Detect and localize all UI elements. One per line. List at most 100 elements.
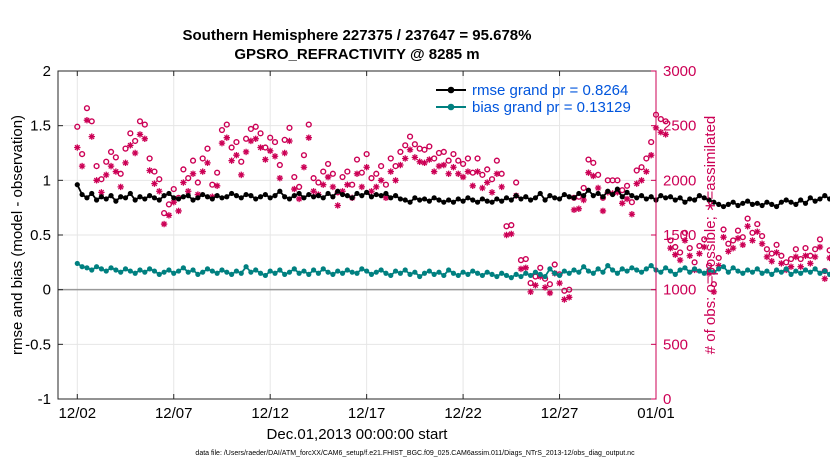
bias-point — [807, 269, 813, 275]
rmse-point — [648, 194, 654, 200]
possible-obs-marker — [677, 249, 684, 256]
bias-point — [291, 266, 297, 272]
possible-obs-marker — [710, 281, 717, 288]
possible-obs-marker — [411, 141, 418, 148]
assimilated-obs-marker — [816, 243, 824, 251]
bias-point — [209, 268, 215, 274]
assimilated-obs-marker — [758, 240, 766, 247]
bias-point — [79, 264, 85, 270]
y-tick-label-left: 1 — [43, 172, 51, 189]
rmse-point — [552, 195, 558, 201]
possible-obs-marker — [778, 252, 785, 259]
bias-point — [508, 275, 514, 281]
assimilated-obs-marker — [430, 168, 438, 175]
possible-obs-marker — [305, 121, 312, 128]
possible-obs-marker — [218, 126, 226, 134]
assimilated-obs-marker — [614, 189, 621, 196]
rmse-point — [407, 199, 413, 205]
rmse-point — [716, 201, 722, 207]
assimilated-obs-marker — [522, 264, 529, 271]
y-tick-label-right: 1500 — [663, 227, 696, 244]
assimilated-obs-marker — [450, 164, 457, 171]
possible-obs-marker — [758, 232, 766, 240]
bias-point — [98, 266, 105, 272]
bias-point — [716, 266, 722, 272]
possible-obs-marker — [402, 142, 409, 149]
rmse-point — [89, 190, 95, 197]
y-tick-label-left: 0 — [43, 282, 51, 299]
bias-point — [672, 271, 678, 277]
bias-point — [624, 268, 630, 274]
bias-point — [701, 270, 707, 276]
bias-point — [605, 263, 611, 269]
rmse-point — [537, 190, 543, 197]
possible-obs-marker — [204, 145, 211, 152]
axis-ticks: 12/02 12/07 12/12 12/17 12/22 12/27 01/01 -1 -0.… — [25, 63, 696, 422]
possible-obs-marker — [546, 281, 554, 288]
assimilated-obs-marker — [122, 159, 129, 167]
assimilated-obs-marker — [107, 162, 115, 170]
bias-point — [735, 268, 741, 274]
bias-point — [455, 272, 461, 279]
rmse-point — [745, 198, 751, 204]
assimilated-obs-marker — [440, 161, 448, 169]
x-tick-label: 12/17 — [348, 405, 386, 422]
bias-point — [518, 273, 524, 280]
bias-point — [585, 268, 592, 274]
possible-obs-marker — [749, 229, 756, 236]
possible-obs-marker — [117, 170, 124, 177]
assimilated-obs-marker — [493, 170, 501, 177]
possible-obs-marker — [238, 158, 245, 165]
rmse-point — [127, 190, 133, 197]
rmse-point — [658, 193, 664, 199]
bias-point — [682, 265, 688, 271]
possible-obs-marker — [672, 243, 679, 251]
rmse-point — [373, 191, 379, 198]
assimilated-obs-marker — [213, 182, 221, 189]
rmse-point — [624, 189, 630, 195]
possible-obs-marker — [590, 159, 597, 166]
bias-point — [484, 269, 490, 275]
rmse-point — [605, 188, 611, 194]
bias-point — [282, 271, 288, 277]
rmse-point — [600, 194, 606, 200]
assimilated-obs-marker — [416, 158, 423, 165]
rmse-point — [195, 195, 201, 201]
possible-obs-marker — [165, 201, 173, 208]
bias-point — [315, 270, 322, 276]
bias-point — [629, 265, 635, 271]
bias-point — [190, 267, 196, 273]
assimilated-obs-marker — [570, 206, 578, 214]
chart-title-line-1: Southern Hemisphere 227375 / 237647 = 95… — [182, 27, 532, 44]
bias-point — [224, 269, 230, 275]
bias-point — [503, 272, 510, 279]
bias-point — [532, 269, 539, 275]
assimilated-obs-marker — [194, 191, 202, 198]
bias-point — [412, 269, 418, 275]
rmse-point — [166, 190, 172, 197]
possible-obs-marker — [160, 210, 168, 217]
assimilated-obs-marker — [599, 207, 607, 215]
assimilated-obs-marker — [146, 167, 153, 174]
bias-point — [301, 268, 307, 274]
assimilated-obs-marker — [156, 188, 163, 195]
rmse-point — [113, 198, 119, 204]
assimilated-obs-marker — [628, 211, 636, 218]
bias-point — [364, 268, 370, 274]
assimilated-obs-marker — [826, 254, 830, 262]
possible-obs-marker — [459, 160, 467, 168]
bias-point — [571, 267, 577, 273]
rmse-point — [682, 199, 688, 205]
y-tick-label-right: 0 — [663, 391, 671, 408]
possible-obs-marker — [484, 166, 491, 173]
bias-point — [175, 268, 182, 274]
possible-obs-marker — [763, 246, 771, 253]
bias-point — [556, 272, 563, 279]
rmse-point — [513, 193, 519, 199]
bias-point — [262, 272, 268, 279]
assimilated-obs-marker — [662, 131, 669, 138]
legend-rmse-label: rmse grand pr = 0.8264 — [472, 82, 628, 99]
rmse-point — [364, 189, 370, 195]
bias-point — [89, 267, 95, 273]
bias-point — [759, 270, 765, 276]
